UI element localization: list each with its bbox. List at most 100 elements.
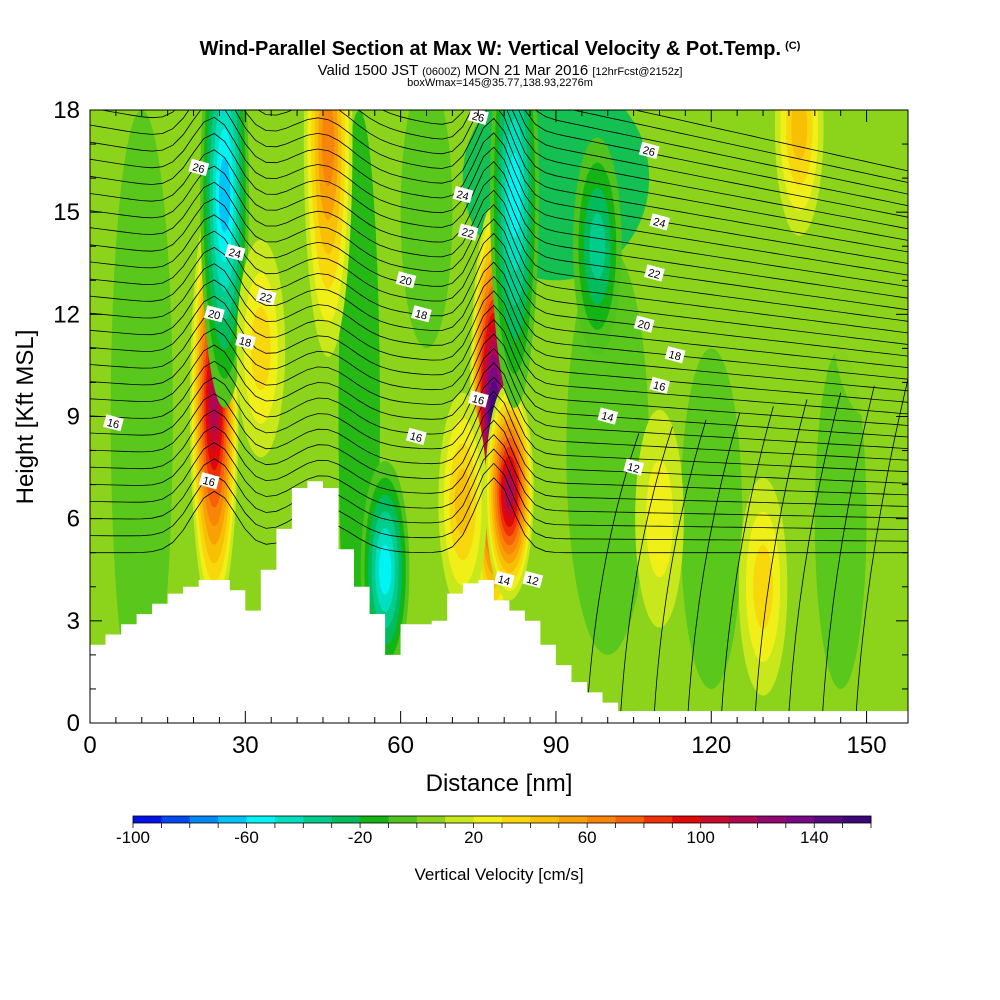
theta-label-bg xyxy=(649,376,671,394)
w-feature xyxy=(646,460,673,578)
y-axis-label: Height [Kft MSL] xyxy=(12,330,39,505)
field-band xyxy=(110,110,173,723)
theta-label: 12 xyxy=(623,458,645,476)
theta-label-text: 16 xyxy=(201,475,216,490)
colorbar-tick-label: 60 xyxy=(578,828,597,847)
theta-label-bg xyxy=(411,305,432,323)
theta-label-text: 24 xyxy=(227,247,242,262)
colorbar-swatch xyxy=(303,816,333,823)
x-tick-label: 0 xyxy=(83,732,96,759)
theta-label: 20 xyxy=(633,315,655,333)
theta-label-bg xyxy=(468,390,489,408)
theta-label-bg xyxy=(188,158,210,177)
colorbar-swatch xyxy=(416,816,446,823)
x-tick-label: 90 xyxy=(543,732,570,759)
theta-label: 18 xyxy=(411,305,432,323)
theta-label-text: 16 xyxy=(471,393,486,408)
y-tick-label: 18 xyxy=(53,97,80,124)
theta-contour xyxy=(90,360,908,461)
colorbar-swatch xyxy=(729,816,758,823)
theta-label-text: 18 xyxy=(238,335,253,350)
colorbar-swatch xyxy=(643,816,673,823)
theta-contour xyxy=(788,392,842,713)
theta-label: 24 xyxy=(452,186,474,203)
colorbar-swatch xyxy=(473,816,503,823)
theta-label-bg xyxy=(638,141,660,160)
theta-contour xyxy=(90,230,908,368)
theta-label-text: 12 xyxy=(626,461,641,476)
theta-contour xyxy=(257,110,908,241)
theta-label-text: 22 xyxy=(460,226,475,241)
theta-label: 18 xyxy=(664,346,686,364)
terrain xyxy=(90,481,908,723)
w-feature xyxy=(321,110,335,187)
axes: 0 30 60 90 120 150 0 3 6 9 12 15 18 xyxy=(53,97,908,759)
theta-contour xyxy=(90,405,908,496)
w-feature xyxy=(753,545,773,629)
theta-label: 16 xyxy=(649,376,671,394)
theta-label: 24 xyxy=(224,243,246,262)
w-feature xyxy=(454,468,471,535)
theta-label-bg xyxy=(235,332,256,350)
terrain-floor xyxy=(633,711,908,723)
field-band xyxy=(680,348,743,689)
theta-contour xyxy=(90,419,908,507)
theta-label-text: 18 xyxy=(414,308,429,323)
colorbar-swatch xyxy=(558,816,588,823)
colorbar-swatch xyxy=(530,816,560,823)
theta-contour xyxy=(571,110,908,183)
theta-label-text: 14 xyxy=(600,410,615,425)
colorbar-swatch xyxy=(842,816,872,823)
colorbar-swatch xyxy=(445,816,475,823)
x-tick-label: 150 xyxy=(847,732,887,759)
theta-label-text: 22 xyxy=(647,267,662,282)
theta-label-text: 16 xyxy=(408,430,423,445)
theta-label: 16 xyxy=(198,472,220,490)
theta-label-text: 26 xyxy=(191,161,206,176)
theta-contour xyxy=(721,406,774,713)
colorbar-tick-label: 20 xyxy=(464,828,483,847)
theta-label-bg xyxy=(204,305,225,323)
theta-contour xyxy=(90,149,908,311)
theta-contour xyxy=(90,295,908,415)
field-band xyxy=(825,110,908,417)
y-tick-label: 9 xyxy=(67,404,80,431)
theta-contour xyxy=(90,181,908,334)
theta-contour xyxy=(620,426,673,713)
theta-contour xyxy=(90,344,908,449)
y-tick-label: 0 xyxy=(67,710,80,737)
colorbar-tick-label: 140 xyxy=(800,828,828,847)
theta-contour xyxy=(90,328,908,438)
theta-label-text: 12 xyxy=(525,574,540,589)
field-band xyxy=(400,110,453,349)
w-feature xyxy=(508,152,521,238)
valid-time-line: Valid 1500 JST (0600Z) MON 21 Mar 2016 [… xyxy=(317,62,683,79)
colorbar-tick-label: -60 xyxy=(234,828,259,847)
theta-label-bg xyxy=(644,264,665,282)
y-tick-label: 3 xyxy=(67,608,80,635)
y-tick-label: 12 xyxy=(53,301,80,328)
theta-label-bg xyxy=(395,271,417,289)
theta-contour xyxy=(90,165,908,322)
w-feature xyxy=(589,212,606,280)
theta-label-text: 14 xyxy=(496,574,511,589)
w-feature xyxy=(218,157,231,233)
terrain-mask xyxy=(90,481,650,723)
box-info: boxWmax=145@35.77,138.93,2276m xyxy=(407,77,593,89)
theta-label: 26 xyxy=(638,141,660,160)
theta-contour xyxy=(90,110,908,264)
colorbar-swatch xyxy=(615,816,645,823)
w-feature xyxy=(791,110,808,161)
colorbar-swatch xyxy=(587,816,616,823)
x-tick-label: 60 xyxy=(387,732,414,759)
theta-contour xyxy=(90,279,908,403)
theta-label-bg xyxy=(522,570,544,589)
theta-label: 26 xyxy=(468,110,489,125)
theta-contour xyxy=(90,133,908,299)
colorbar-swatch xyxy=(274,816,304,823)
w-feature xyxy=(504,474,514,509)
copyright-mark: (C) xyxy=(785,40,801,52)
theta-contours xyxy=(90,110,908,713)
chart-title: Wind-Parallel Section at Max W: Vertical… xyxy=(199,38,801,60)
theta-label-bg xyxy=(623,458,645,476)
